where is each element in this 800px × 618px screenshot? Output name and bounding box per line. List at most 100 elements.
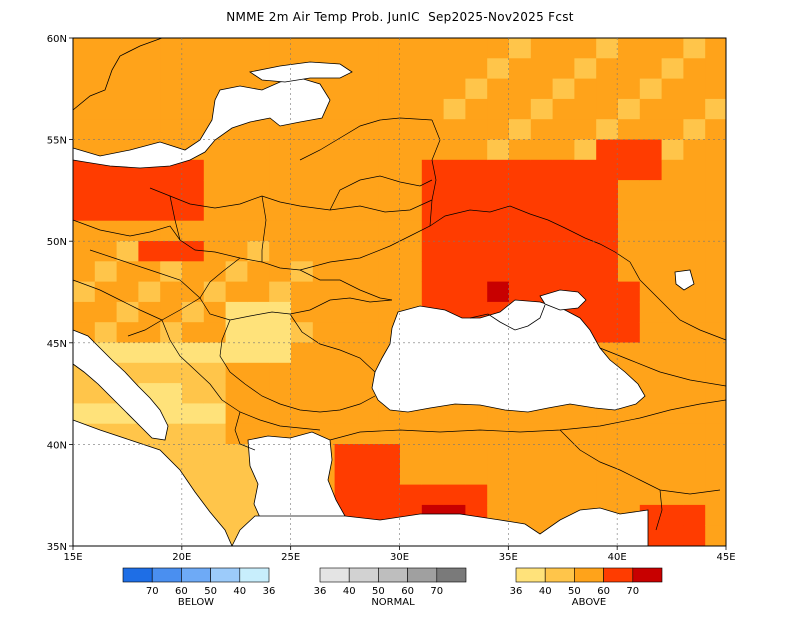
probability-cell (182, 362, 205, 384)
probability-cell (487, 261, 510, 283)
probability-cell (552, 78, 575, 100)
probability-cell (203, 383, 227, 404)
probability-cell (574, 241, 597, 262)
probability-cell (487, 98, 510, 120)
probability-cell (705, 119, 727, 140)
adriatic-sea (72, 329, 169, 441)
probability-cell (465, 58, 488, 80)
probability-cell (247, 159, 270, 181)
probability-cell (683, 119, 706, 140)
probability-cell (421, 484, 445, 506)
probability-cell (225, 159, 248, 181)
probability-cell (596, 119, 619, 140)
probability-cell (552, 261, 575, 283)
probability-cell (530, 159, 554, 181)
legend-value-label: 50 (568, 586, 581, 597)
probability-cell (160, 322, 183, 343)
probability-cell (639, 383, 663, 404)
probability-cell (73, 98, 96, 120)
probability-cell (400, 119, 423, 140)
probability-cell (705, 504, 727, 526)
probability-cell (225, 38, 248, 59)
probability-cell (683, 139, 706, 161)
probability-cell (509, 159, 532, 181)
probability-cell (705, 464, 727, 486)
probability-cell (356, 98, 379, 120)
probability-cell (661, 322, 684, 343)
probability-cell (334, 180, 357, 201)
probability-cell (683, 342, 706, 364)
legend-swatch (407, 567, 438, 583)
probability-cell (94, 261, 118, 283)
legend-swatch (239, 567, 270, 583)
legend-category-title: ABOVE (572, 597, 606, 608)
probability-cell (378, 281, 401, 303)
probability-cell (465, 159, 488, 181)
legend-swatch (544, 567, 575, 583)
probability-cell (225, 464, 248, 486)
probability-cell (596, 38, 619, 59)
probability-cell (356, 362, 379, 384)
probability-cell (378, 444, 401, 465)
probability-cell (182, 423, 205, 445)
probability-cell (509, 504, 532, 526)
probability-cell (487, 159, 510, 181)
probability-cell (291, 180, 314, 201)
probability-cell (618, 180, 641, 201)
probability-cell (509, 484, 532, 506)
probability-cell (73, 281, 96, 303)
probability-cell (334, 322, 357, 343)
legend-normal: 36 40 50 60 70 NORMAL (314, 567, 467, 608)
probability-cell (705, 180, 727, 201)
x-tick-label: 45E (716, 552, 735, 563)
probability-cell (639, 464, 663, 486)
probability-cell (291, 301, 314, 323)
probability-cell (661, 504, 684, 526)
probability-cell (618, 139, 641, 161)
probability-cell (683, 444, 706, 465)
probability-cell (443, 180, 466, 201)
probability-cell (94, 200, 118, 222)
probability-cell (291, 403, 314, 425)
legend-value-label: 36 (314, 586, 327, 597)
probability-cell (596, 139, 619, 161)
probability-cell (552, 98, 575, 120)
probability-cell (312, 159, 336, 181)
probability-cell (334, 139, 357, 161)
probability-cell (487, 241, 510, 262)
probability-cell (269, 139, 292, 161)
probability-cell (552, 58, 575, 80)
probability-cell (182, 383, 205, 404)
probability-cell (203, 241, 227, 262)
probability-cell (400, 261, 423, 283)
probability-cell (705, 58, 727, 80)
probability-cell (160, 362, 183, 384)
probability-cell (356, 322, 379, 343)
probability-cell (400, 200, 423, 222)
probability-cell (465, 444, 488, 465)
probability-cell (487, 200, 510, 222)
probability-cell (596, 58, 619, 80)
probability-cell (661, 58, 684, 80)
probability-cell (487, 281, 510, 303)
probability-cell (182, 322, 205, 343)
probability-cell (269, 362, 292, 384)
probability-cell (291, 281, 314, 303)
probability-cell (225, 342, 248, 364)
probability-cell (705, 159, 727, 181)
probability-cell (574, 78, 597, 100)
probability-cell (400, 444, 423, 465)
probability-cell (73, 403, 96, 425)
probability-cell (421, 200, 445, 222)
probability-cell (683, 241, 706, 262)
probability-cell (618, 322, 641, 343)
legend-swatch (632, 567, 663, 583)
probability-cell (705, 403, 727, 425)
probability-cell (138, 342, 161, 364)
probability-cell (138, 200, 161, 222)
probability-cell (203, 342, 227, 364)
probability-cell (683, 200, 706, 222)
probability-cell (116, 281, 139, 303)
probability-cell (182, 220, 205, 242)
probability-cell (182, 180, 205, 201)
